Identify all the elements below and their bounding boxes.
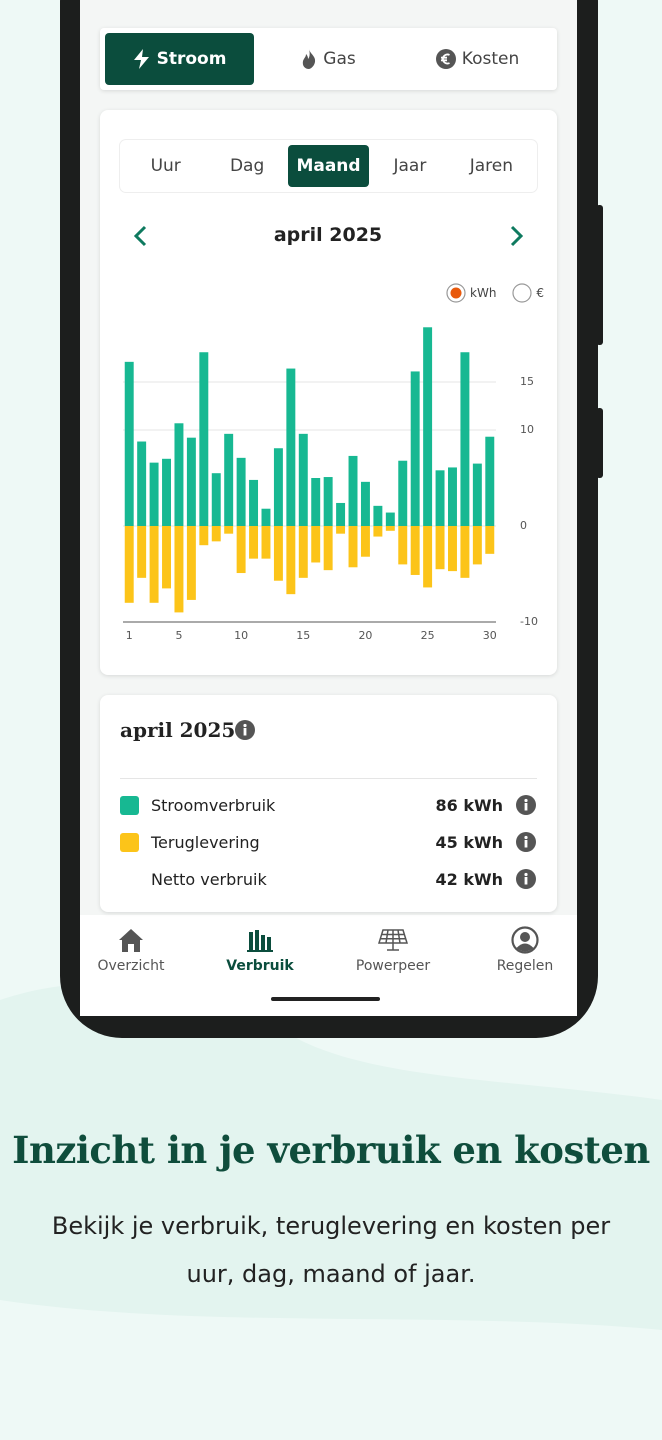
period-tab[interactable]: Jaar bbox=[393, 156, 427, 176]
nav-icon bbox=[119, 929, 143, 952]
bars-icon bbox=[255, 930, 259, 950]
user-icon bbox=[511, 926, 539, 954]
info-icon[interactable] bbox=[515, 831, 537, 853]
unit-label: kWh bbox=[470, 286, 497, 300]
period-label: april 2025 bbox=[273, 224, 383, 246]
period-tab[interactable]: Maand bbox=[287, 145, 370, 187]
user-icon bbox=[520, 932, 530, 942]
info-icon[interactable] bbox=[515, 794, 537, 816]
info-bar bbox=[524, 877, 528, 885]
info-icon[interactable] bbox=[515, 868, 537, 890]
unit-label: € bbox=[536, 286, 545, 300]
row-label: Stroomverbruik bbox=[151, 795, 276, 815]
nav-item[interactable]: Overzicht bbox=[76, 926, 186, 974]
info-dot bbox=[524, 798, 528, 803]
row-label: Netto verbruik bbox=[151, 869, 267, 889]
nav-item[interactable]: Powerpeer bbox=[338, 926, 448, 974]
info-dot bbox=[243, 723, 247, 728]
period-tab[interactable]: Dag bbox=[229, 156, 265, 176]
summary-row: Netto verbruik 42 kWh bbox=[120, 864, 537, 894]
nav-icon bbox=[247, 930, 273, 952]
flame-icon bbox=[303, 49, 316, 69]
period-tab[interactable]: Jaren bbox=[469, 156, 513, 176]
tab-label: Gas bbox=[323, 49, 356, 69]
nav-label: Overzicht bbox=[97, 958, 165, 974]
energy-tabs: Stroom Gas Kosten bbox=[100, 28, 557, 90]
info-icon[interactable] bbox=[234, 719, 256, 741]
subheadline: Bekijk je verbruik, teruglevering en kos… bbox=[51, 1212, 611, 1288]
bars-icon bbox=[247, 950, 273, 952]
legend-swatch bbox=[120, 832, 139, 852]
chart-card bbox=[100, 110, 557, 675]
info-bar bbox=[524, 803, 528, 811]
euro-icon bbox=[435, 49, 456, 69]
info-bar bbox=[243, 728, 247, 736]
legend-swatch bbox=[120, 870, 139, 889]
bolt-icon bbox=[133, 49, 149, 69]
headline: Inzicht in je verbruik en kosten bbox=[12, 1128, 650, 1172]
phone-button bbox=[596, 408, 603, 478]
radio-ring bbox=[512, 283, 533, 303]
period-tab[interactable]: Uur bbox=[150, 156, 181, 176]
nav-item[interactable]: Regelen bbox=[470, 926, 580, 974]
summary-card bbox=[100, 695, 557, 912]
period-tabs: Uur Dag Maand Jaar Jaren bbox=[120, 140, 537, 192]
row-label: Teruglevering bbox=[151, 832, 260, 852]
tab-label: Kosten bbox=[461, 49, 520, 69]
energy-tab[interactable]: Stroom bbox=[105, 33, 254, 85]
nav-icon bbox=[378, 929, 408, 951]
summary-title: april 2025 bbox=[120, 718, 236, 742]
unit-radio[interactable] bbox=[512, 283, 533, 303]
bars-icon bbox=[249, 932, 253, 950]
row-value: 45 kWh bbox=[435, 832, 503, 852]
background-wave bbox=[0, 1300, 662, 1440]
bottom-nav-bg bbox=[80, 915, 577, 1016]
radio-dot bbox=[450, 287, 462, 299]
divider bbox=[120, 778, 537, 779]
row-value: 42 kWh bbox=[435, 869, 503, 889]
bars-icon bbox=[267, 937, 271, 950]
energy-tab[interactable]: Kosten bbox=[403, 33, 552, 85]
prev-button[interactable] bbox=[130, 224, 152, 248]
row-value: 86 kWh bbox=[435, 795, 503, 815]
info-bar bbox=[524, 840, 528, 848]
summary-row: Teruglevering 45 kWh bbox=[120, 827, 537, 857]
summary-row: Stroomverbruik 86 kWh bbox=[120, 790, 537, 820]
home-icon bbox=[119, 929, 143, 952]
nav-label: Powerpeer bbox=[355, 958, 431, 974]
home-indicator bbox=[271, 997, 380, 1001]
nav-label: Verbruik bbox=[226, 958, 294, 974]
info-dot bbox=[524, 872, 528, 877]
phone-button bbox=[596, 205, 603, 345]
user-icon bbox=[516, 943, 534, 952]
energy-tab[interactable]: Gas bbox=[254, 33, 403, 85]
next-button[interactable] bbox=[505, 224, 527, 248]
unit-radio[interactable] bbox=[446, 283, 466, 303]
legend-swatch bbox=[120, 795, 139, 815]
nav-label: Regelen bbox=[496, 958, 554, 974]
tab-label: Stroom bbox=[156, 49, 227, 69]
solar-icon bbox=[378, 929, 408, 951]
unit-toggle: kWh € bbox=[446, 283, 544, 303]
bars-icon bbox=[261, 935, 265, 950]
nav-icon bbox=[511, 926, 539, 954]
info-dot bbox=[524, 835, 528, 840]
nav-item[interactable]: Verbruik bbox=[205, 926, 315, 974]
